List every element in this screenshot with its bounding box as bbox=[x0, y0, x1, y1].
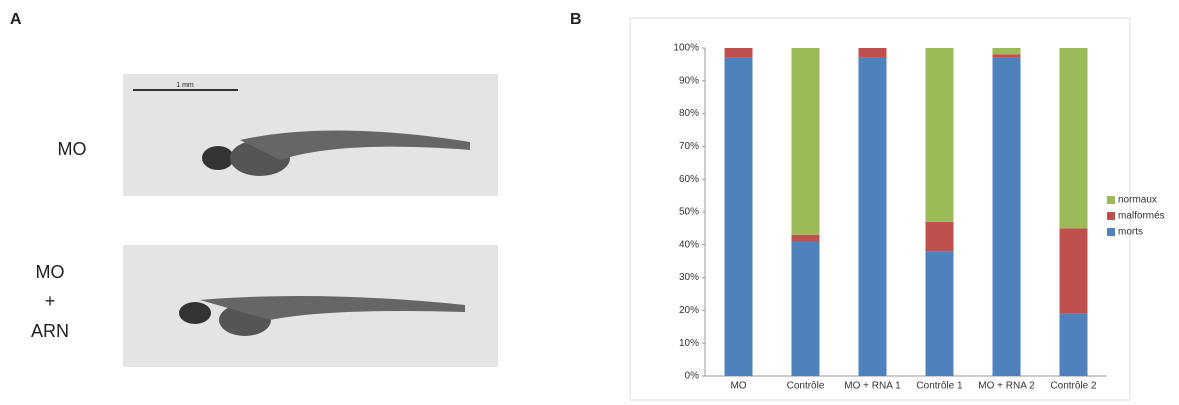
chart-frame bbox=[629, 17, 1131, 401]
bar-segment bbox=[791, 234, 820, 242]
x-tick-label: MO + RNA 1 bbox=[844, 381, 901, 392]
y-tick-label: 40% bbox=[679, 239, 699, 250]
bar-segment bbox=[925, 48, 954, 222]
y-tick-label: 30% bbox=[679, 272, 699, 283]
image-label: ARN bbox=[31, 321, 69, 341]
larva bbox=[202, 130, 470, 176]
bar-segment bbox=[1059, 313, 1088, 376]
bar-segment bbox=[791, 241, 820, 376]
x-tick-label: MO + RNA 2 bbox=[978, 381, 1035, 392]
y-tick-label: 80% bbox=[679, 108, 699, 119]
bar-segment bbox=[724, 57, 753, 377]
panel-label: B bbox=[570, 11, 582, 28]
bar-segment bbox=[791, 48, 820, 235]
bar-segment bbox=[992, 48, 1021, 55]
bar-segment bbox=[1059, 48, 1088, 229]
y-tick-label: 10% bbox=[679, 338, 699, 349]
y-tick-label: 100% bbox=[673, 43, 699, 54]
y-tick-label: 50% bbox=[679, 207, 699, 218]
image-label: MO bbox=[58, 139, 87, 159]
x-tick-label: MO bbox=[730, 381, 746, 392]
legend-label: malformés bbox=[1118, 211, 1165, 222]
legend-label: normaux bbox=[1118, 195, 1157, 206]
y-tick-label: 70% bbox=[679, 141, 699, 152]
x-tick-label: Contrôle 1 bbox=[916, 381, 963, 392]
bar-segment bbox=[1059, 228, 1088, 314]
legend-swatch bbox=[1107, 212, 1115, 220]
bar-segment bbox=[925, 221, 954, 252]
chart: 0% 10% 20% 30% 40% 50% 60% 70% 80% 90% 100% MO Contr… bbox=[673, 43, 1164, 392]
bar-segment bbox=[992, 54, 1021, 58]
legend-swatch bbox=[1107, 228, 1115, 236]
bar-segment bbox=[858, 57, 887, 377]
y-tick-label: 20% bbox=[679, 305, 699, 316]
larva bbox=[179, 296, 465, 336]
bar-segment bbox=[858, 48, 887, 58]
scale-bar-label: 1 mm bbox=[176, 82, 194, 89]
y-tick-label: 60% bbox=[679, 174, 699, 185]
x-tick-label: Contrôle 2 bbox=[1050, 381, 1097, 392]
y-tick-label: 90% bbox=[679, 75, 699, 86]
legend-swatch bbox=[1107, 196, 1115, 204]
y-tick-label: 0% bbox=[685, 371, 700, 382]
image-label: MO bbox=[36, 262, 65, 282]
image-label: + bbox=[45, 291, 56, 311]
x-tick-label: Contrôle bbox=[787, 381, 825, 392]
bar-segment bbox=[992, 57, 1021, 377]
legend-label: morts bbox=[1118, 227, 1143, 238]
bar-segment bbox=[925, 251, 954, 376]
panel-label: A bbox=[10, 11, 22, 28]
bar-segment bbox=[724, 48, 753, 58]
